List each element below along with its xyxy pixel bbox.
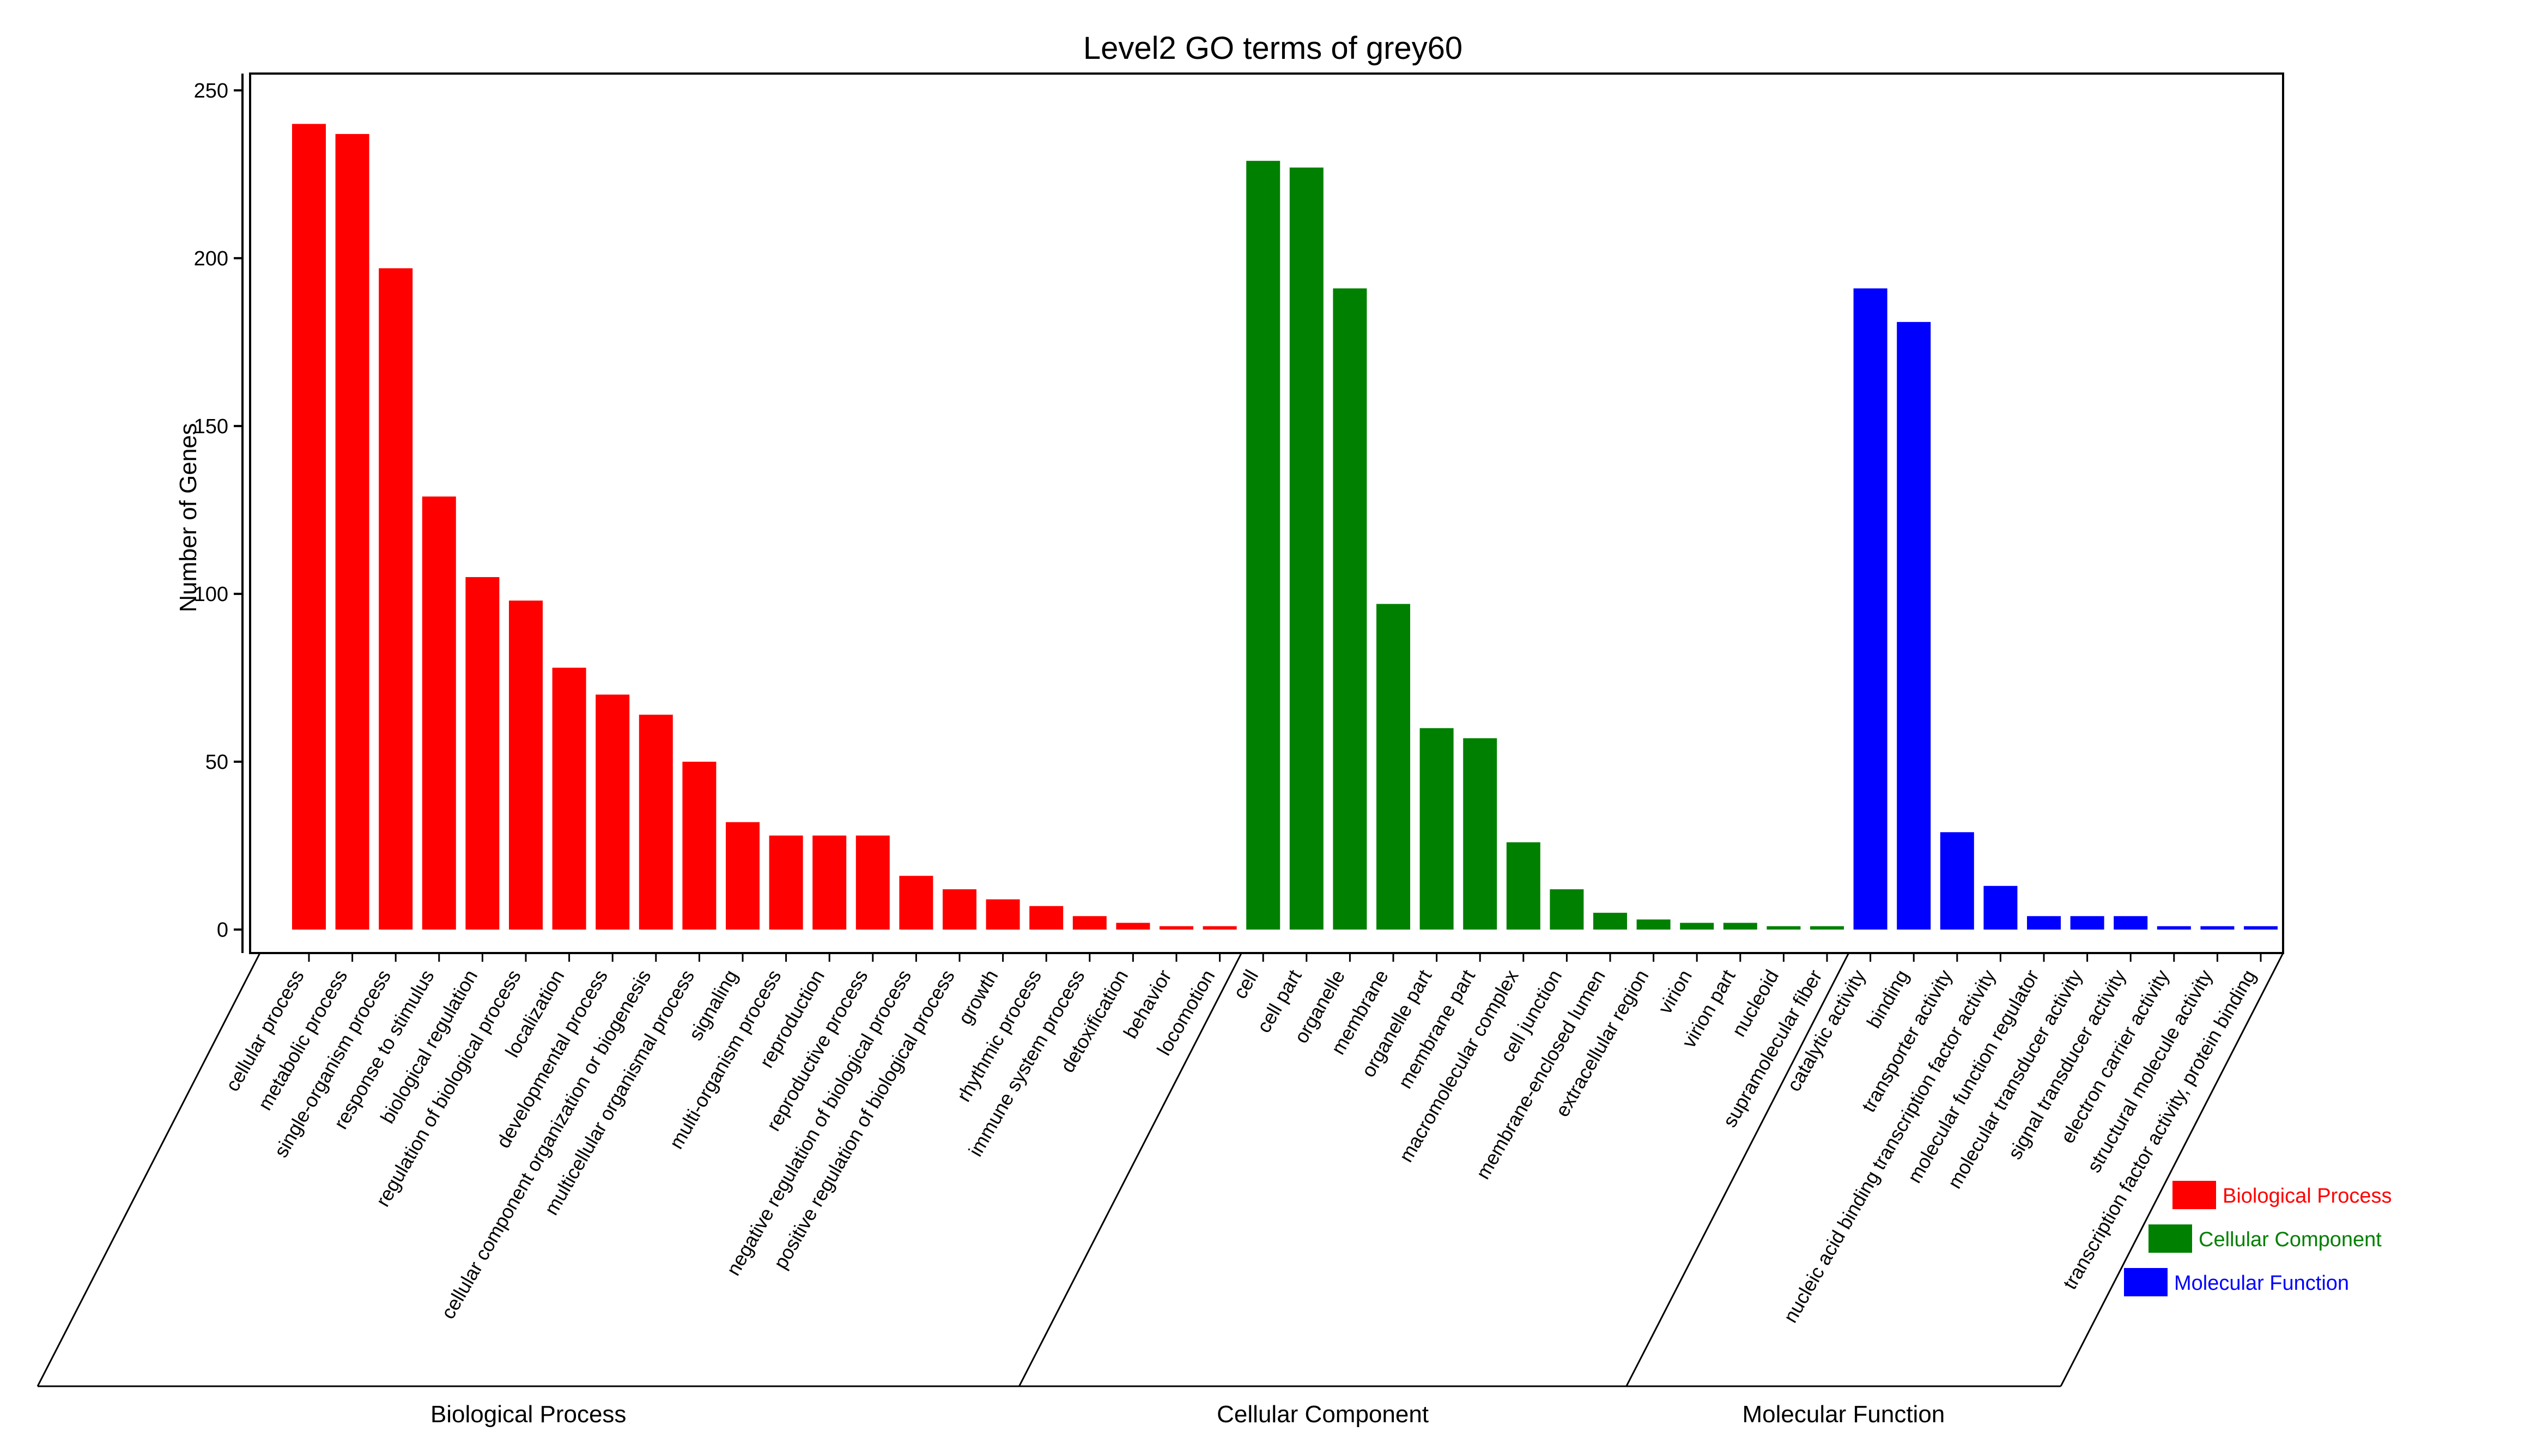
y-axis-label: Number of Genes [175, 423, 202, 612]
group-divider-line [37, 953, 261, 1387]
bar-multi-organism-process [769, 835, 803, 930]
x-tick-label: cellular component organization or bioge… [436, 966, 656, 1323]
y-tick-label: 50 [205, 751, 228, 774]
bar-electron-carrier-activity [2157, 926, 2191, 930]
group-divider-line [1018, 953, 1242, 1387]
category-group-labels: Biological Process Cellular Component Mole… [430, 1401, 1945, 1428]
y-tick-label: 150 [194, 415, 228, 438]
chart-title: Level2 GO terms of grey60 [1083, 31, 1462, 66]
bar-membrane-enclosed-lumen [1593, 913, 1627, 930]
bar-virion-part [1723, 923, 1757, 930]
bar-nucleic-acid-binding-transcription-factor-activity [1983, 885, 2018, 930]
bar-cell-part [1289, 167, 1324, 930]
bar-positive-regulation-of-biological-process [943, 889, 976, 930]
bar-negative-regulation-of-biological-process [899, 876, 933, 930]
bar-immune-system-process [1072, 916, 1107, 930]
x-tick-label: virion [1654, 966, 1697, 1018]
bar-binding [1897, 321, 1931, 930]
bar-nucleoid [1767, 926, 1801, 930]
group-divider-line [1625, 953, 1850, 1387]
bar-extracellular-region [1636, 919, 1671, 930]
bar-growth [986, 899, 1020, 930]
bar-molecular-function-regulator [2027, 916, 2061, 930]
bar-locomotion [1203, 926, 1237, 930]
y-tick-label: 0 [217, 919, 228, 942]
bar-signaling [726, 822, 760, 930]
bar-rhythmic-process [1029, 906, 1064, 930]
bar-molecular-transducer-activity [2070, 916, 2104, 930]
y-axis: 0 50 100 150 200 250 [194, 74, 244, 953]
bar-cell-junction [1550, 889, 1584, 930]
bar-virion [1680, 923, 1714, 930]
category-group-frames [37, 953, 2284, 1387]
bar-biological-regulation [465, 577, 500, 930]
bar-reproductive-process [855, 835, 890, 930]
group-label-cellular-component: Cellular Component [1217, 1401, 1429, 1428]
bar-detoxification [1116, 923, 1150, 930]
bar-reproduction [812, 835, 847, 930]
legend-label-biological-process: Biological Process [2223, 1185, 2392, 1208]
bar-transporter-activity [1940, 832, 1974, 930]
bars [292, 124, 2278, 930]
bar-multicellular-organismal-process [682, 761, 717, 930]
bar-signal-transducer-activity [2114, 916, 2148, 930]
y-tick-label: 100 [194, 583, 228, 606]
y-tick-label: 200 [194, 247, 228, 270]
x-tick-label: cell [1229, 966, 1263, 1003]
bar-response-to-stimulus [422, 496, 456, 930]
legend-swatch [2124, 1268, 2168, 1296]
bar-cellular-component-organization-or-biogenesis [639, 714, 673, 930]
legend-label-molecular-function: Molecular Function [2174, 1272, 2349, 1295]
bar-membrane-part [1463, 738, 1497, 930]
bar-cellular-process [292, 124, 326, 930]
bar-transcription-factor-activity-protein-binding [2244, 926, 2278, 930]
bar-catalytic-activity [1853, 288, 1887, 930]
bar-membrane [1376, 604, 1410, 930]
group-divider-line [2060, 953, 2284, 1387]
bar-single-organism-process [379, 268, 413, 930]
legend-swatch [2148, 1224, 2192, 1253]
bar-organelle [1333, 288, 1367, 930]
bar-structural-molecule-activity [2200, 926, 2235, 930]
bar-localization [552, 668, 586, 930]
bar-regulation-of-biological-process [509, 600, 543, 930]
bar-cell [1246, 161, 1280, 930]
plot-frame [249, 72, 2284, 954]
legend: Biological Process Cellular Component Mole… [2124, 1181, 2392, 1296]
legend-label-cellular-component: Cellular Component [2199, 1228, 2382, 1251]
x-ticks [308, 953, 2262, 962]
bar-behavior [1160, 926, 1193, 930]
group-label-biological-process: Biological Process [430, 1401, 627, 1428]
bar-metabolic-process [335, 134, 369, 930]
bar-organelle-part [1419, 728, 1454, 930]
x-tick-label: growth [954, 966, 1003, 1028]
legend-swatch [2172, 1181, 2216, 1209]
bar-macromolecular-complex [1506, 842, 1540, 930]
group-label-molecular-function: Molecular Function [1743, 1401, 1945, 1428]
bar-supramolecular-fiber [1810, 926, 1844, 930]
y-tick-label: 250 [194, 80, 228, 102]
bar-developmental-process [596, 694, 630, 930]
